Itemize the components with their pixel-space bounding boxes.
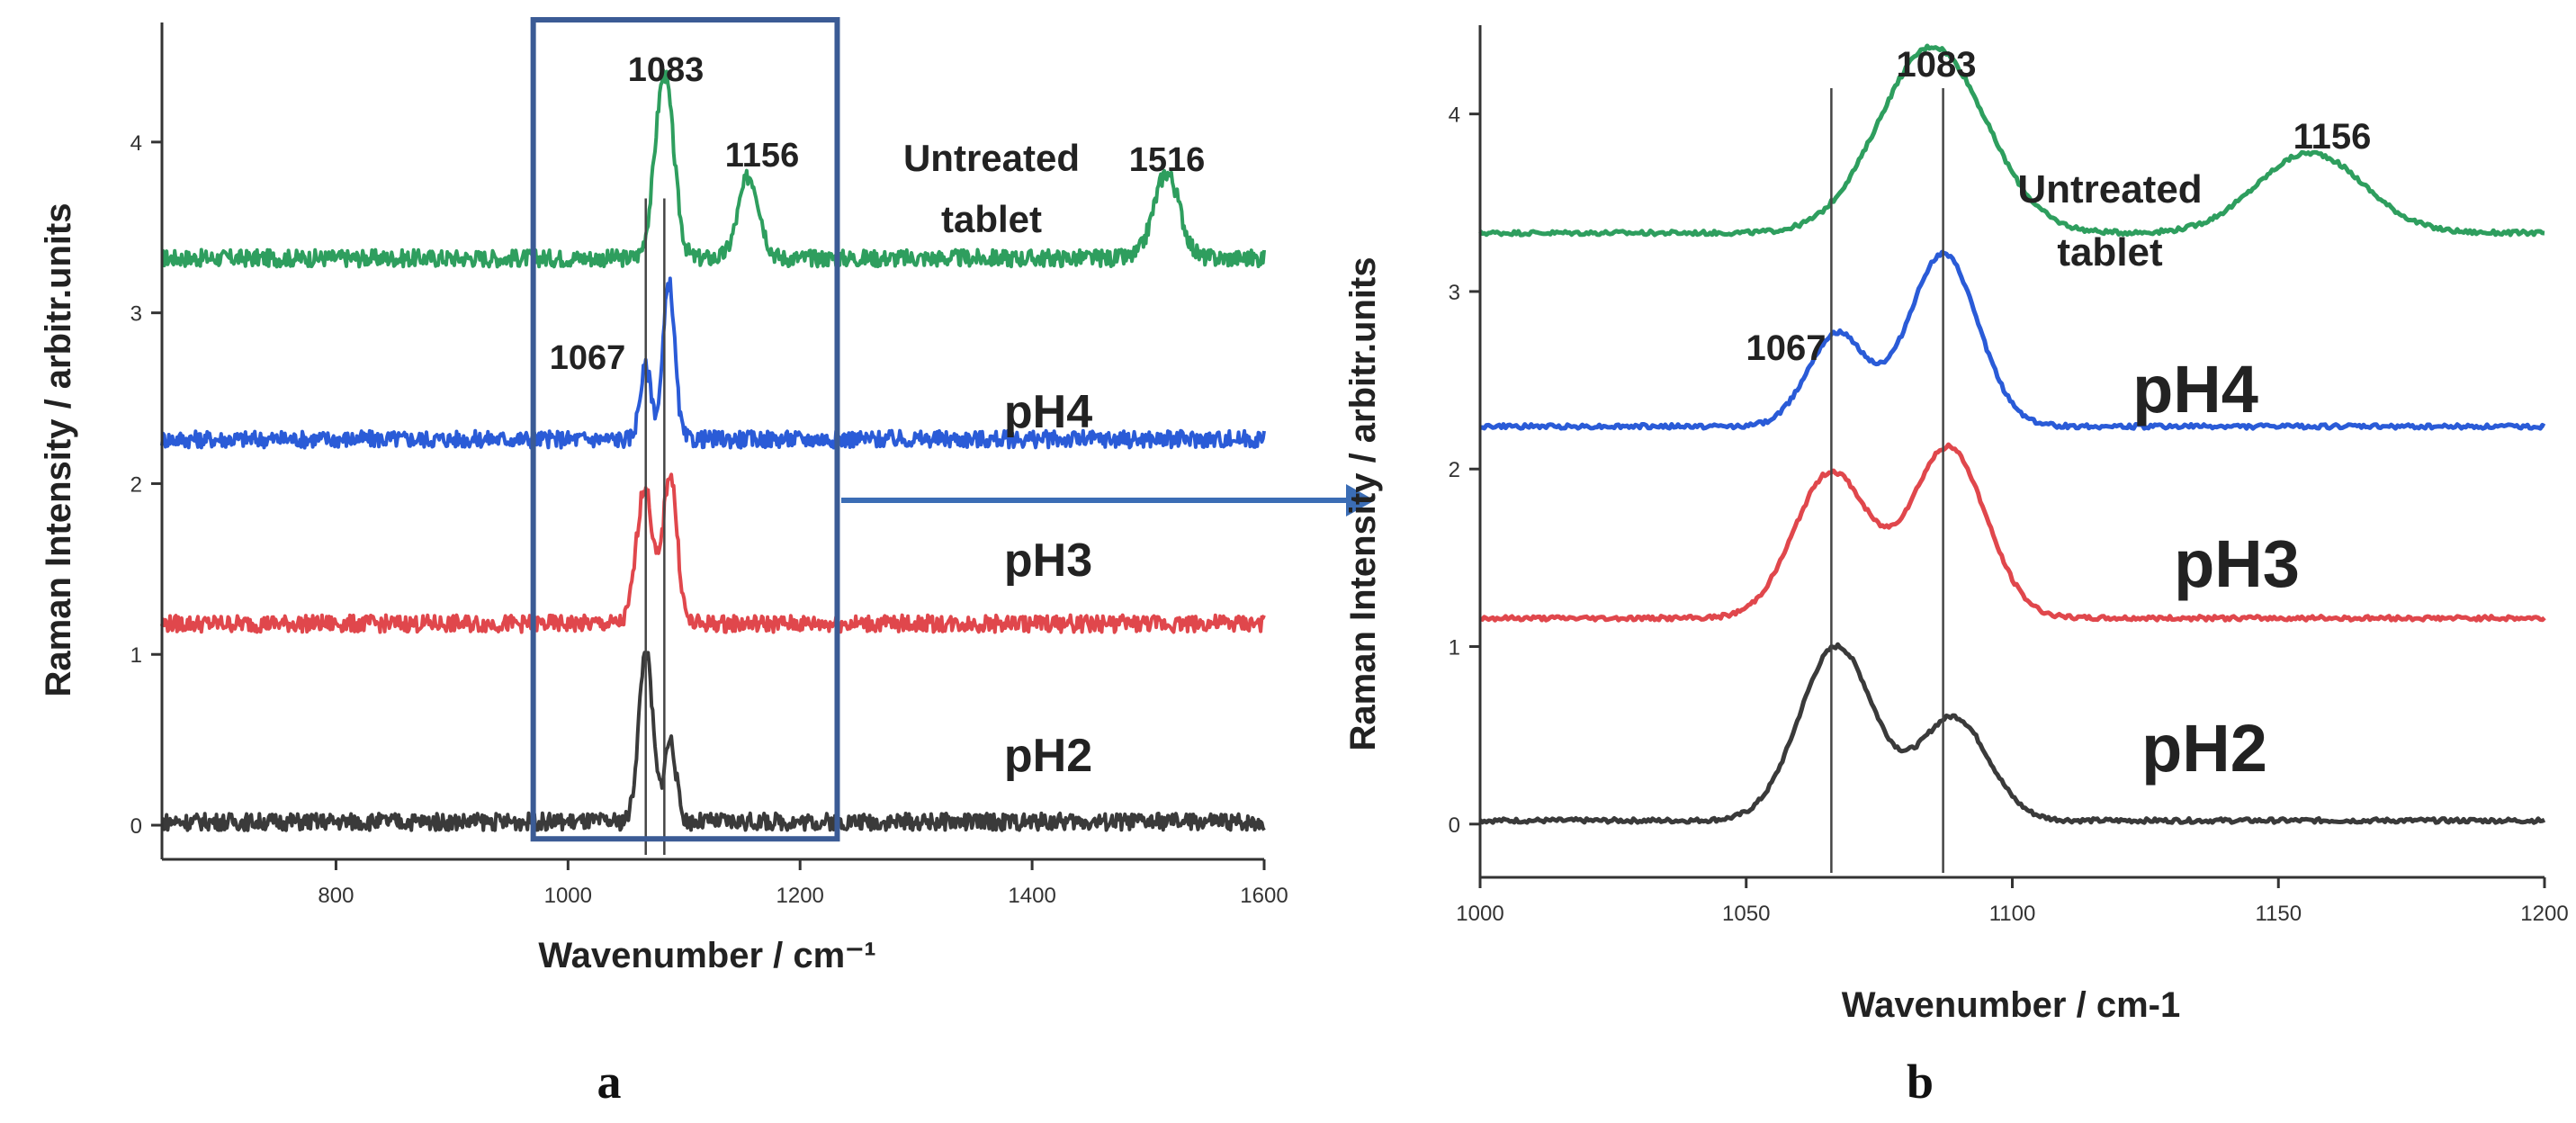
panel-b-xlabel: Wavenumber / cm-1	[1842, 985, 2180, 1025]
panel-letter-b: b	[1907, 1055, 1934, 1109]
label-ph4: pH4	[1004, 386, 1092, 438]
y-tick-label: 1	[130, 643, 142, 668]
y-tick-label: 4	[1449, 103, 1460, 128]
label-untreated-line1: Untreated	[903, 137, 1080, 179]
peak-label-1156: 1156	[725, 137, 799, 175]
y-tick-label: 1	[1449, 636, 1460, 660]
panel-b-ylabel: Raman Intensity / arbitr.units	[1343, 256, 1383, 750]
peak-label-1516: 1516	[1129, 141, 1206, 179]
y-tick-label: 4	[130, 131, 142, 156]
label-untreated-b-line1: Untreated	[2017, 167, 2202, 211]
series-pH4-line	[160, 276, 1266, 450]
x-tick-label: 1000	[1456, 902, 1503, 926]
x-tick-label: 1150	[2255, 902, 2302, 926]
label-ph4-b: pH4	[2132, 352, 2258, 427]
x-tick-label: 800	[318, 884, 354, 908]
y-tick-label: 2	[1449, 458, 1460, 482]
y-tick-label: 2	[130, 472, 142, 497]
label-untreated-line2: tablet	[941, 198, 1042, 240]
label-ph2-b: pH2	[2141, 711, 2267, 786]
peak-label-1156-b: 1156	[2293, 117, 2372, 157]
y-tick-label: 3	[130, 302, 142, 327]
panel-b-chart: 1000 1050 1100 1150 1200 0 1 2 3 4 1083 1067 1156…	[1343, 25, 2569, 1109]
panel-letter-a: a	[597, 1055, 622, 1109]
panel-a-ylabel: Raman Intensity / arbitr.units	[39, 202, 78, 696]
x-tick-label: 1050	[1722, 902, 1770, 926]
series-pH2-line	[1478, 642, 2546, 825]
series-untreated-line	[1478, 43, 2545, 238]
x-tick-label: 1400	[1008, 884, 1055, 908]
label-ph3-b: pH3	[2174, 526, 2300, 601]
y-tick-label: 3	[1449, 281, 1460, 305]
panel-a-xlabel: Wavenumber / cm⁻¹	[538, 936, 875, 975]
zoom-arrow	[841, 484, 1375, 517]
series-pH3-line	[160, 472, 1266, 634]
x-tick-label: 1600	[1240, 884, 1288, 908]
label-ph3: pH3	[1004, 535, 1092, 587]
x-tick-label: 1200	[776, 884, 824, 908]
peak-label-1067-b: 1067	[1746, 328, 1827, 368]
peak-label-1083: 1083	[628, 51, 705, 89]
series-pH3-line	[1479, 442, 2546, 623]
label-ph2: pH2	[1004, 730, 1092, 782]
label-untreated-b-line2: tablet	[2057, 230, 2163, 274]
x-tick-label: 1000	[544, 884, 592, 908]
zoom-region-box	[530, 17, 840, 842]
x-tick-label: 1200	[2520, 902, 2568, 926]
series-untreated-line	[161, 68, 1266, 269]
series-pH4-line	[1479, 249, 2546, 431]
x-tick-label: 1100	[1989, 902, 2036, 926]
series-pH2-line	[160, 651, 1266, 832]
peak-label-1083-b: 1083	[1897, 45, 1977, 85]
peak-label-1067: 1067	[550, 339, 626, 377]
y-tick-label: 0	[130, 814, 142, 839]
y-tick-label: 0	[1449, 813, 1460, 838]
